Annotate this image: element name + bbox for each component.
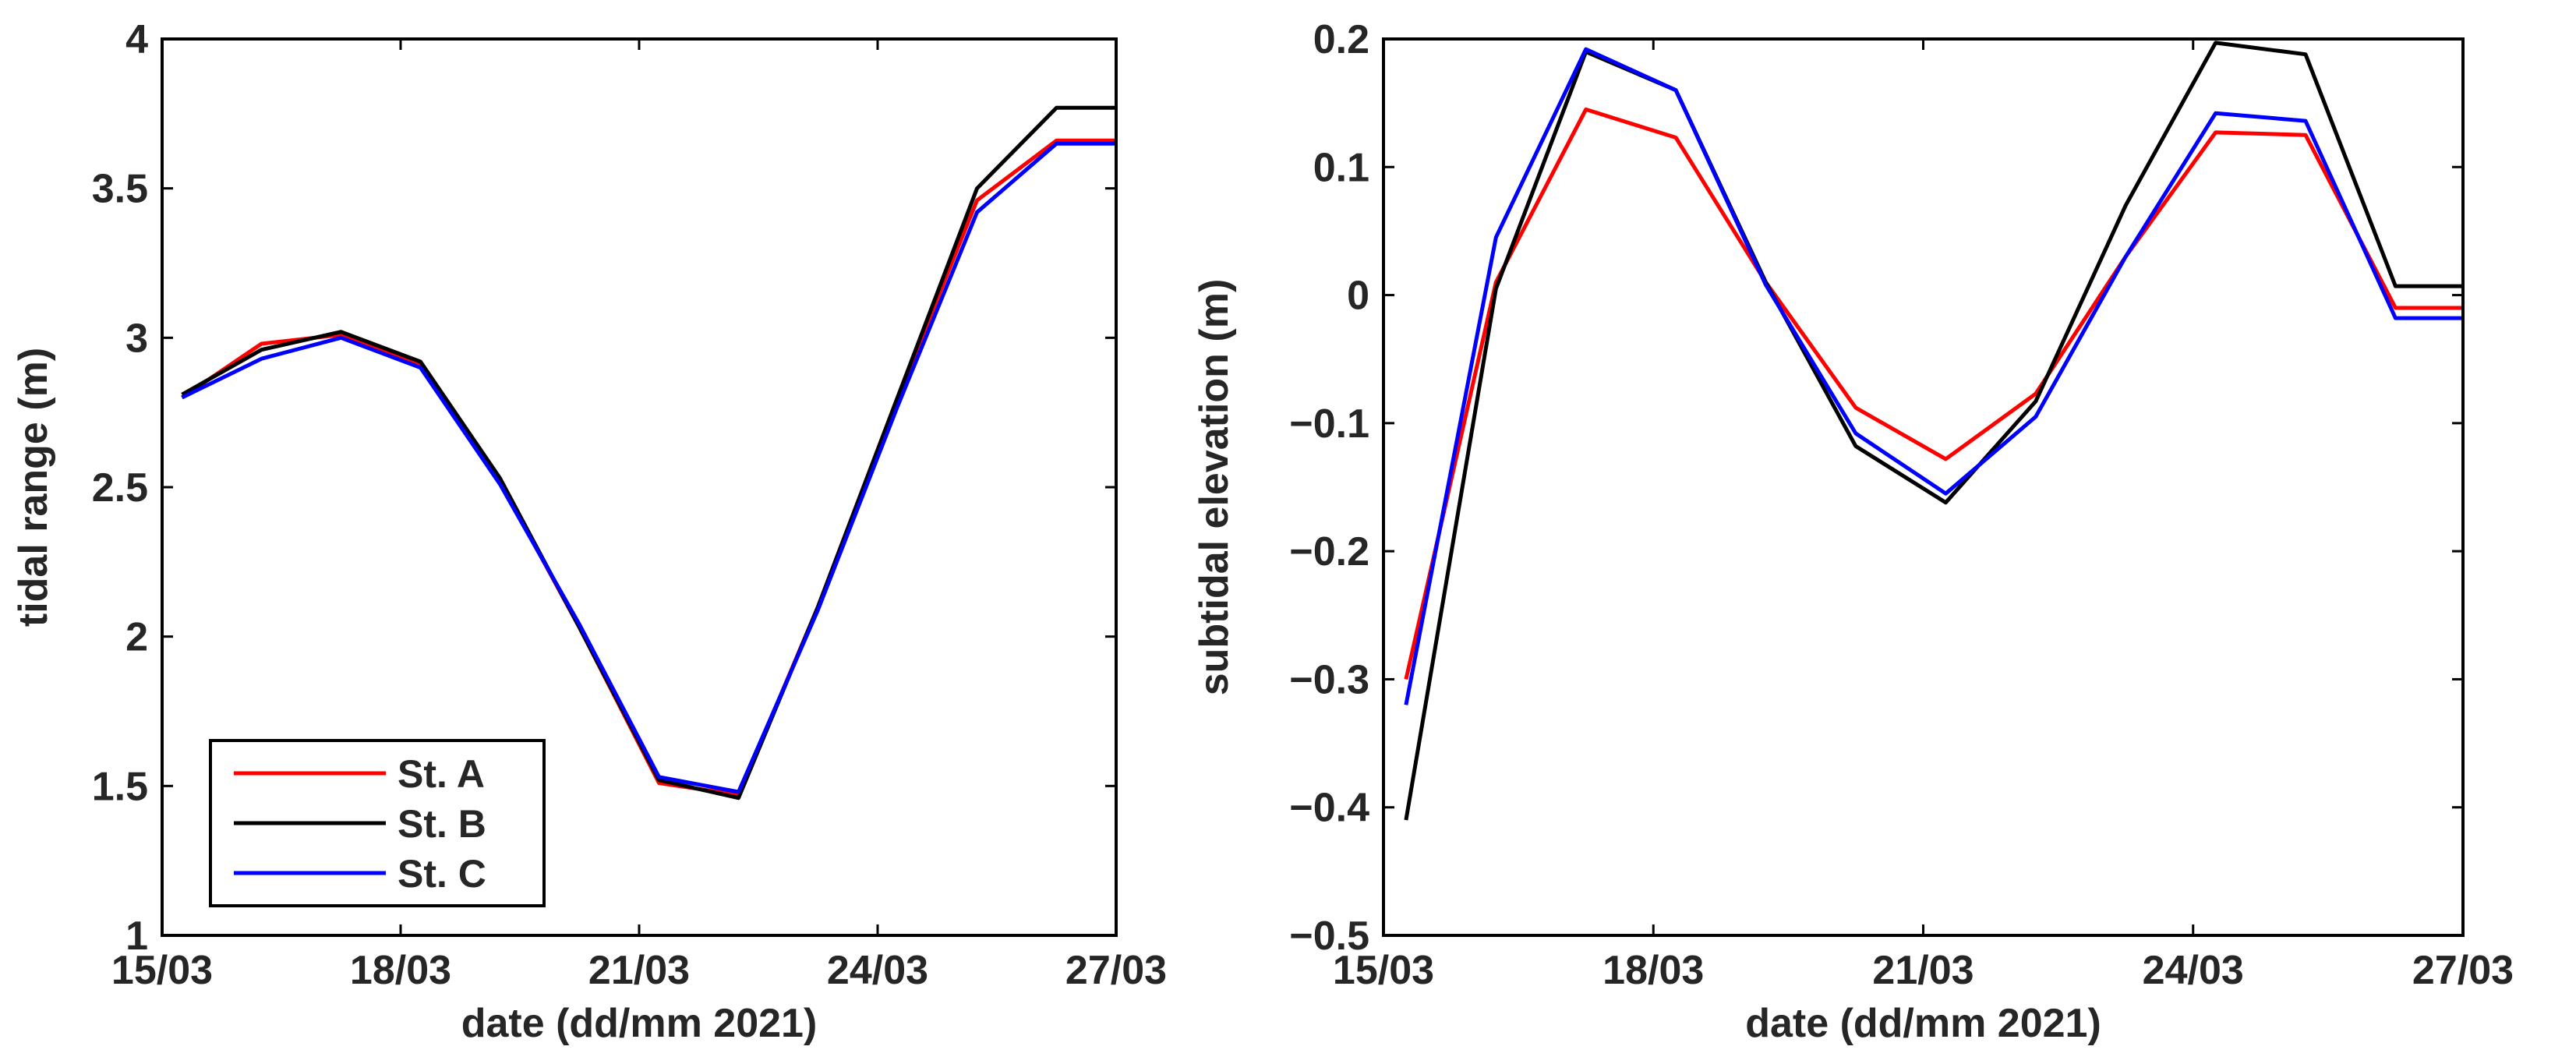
y-axis-label: subtidal elevation (m) xyxy=(1192,279,1237,696)
y-tick-label: 3 xyxy=(125,316,148,361)
series-line-st-c xyxy=(181,141,1116,794)
x-tick-label: 24/03 xyxy=(827,948,928,993)
y-tick-label: −0.1 xyxy=(1289,401,1369,447)
x-tick-label: 24/03 xyxy=(2143,948,2244,993)
x-tick-label: 15/03 xyxy=(1333,948,1434,993)
subtidal-elevation-chart: −0.5 −0.4 −0.3 −0.2 −0.1 0 0.1 0.2 15/03 18/03 21/… xyxy=(1192,17,2514,1046)
y-tick-label: 2.5 xyxy=(92,465,148,511)
y-axis-label: tidal range (m) xyxy=(11,348,56,627)
plot-border xyxy=(161,37,1118,937)
x-tick-label: 21/03 xyxy=(1872,948,1974,993)
x-tick-label: 21/03 xyxy=(588,948,690,993)
series-line-st-c xyxy=(1404,47,2463,705)
legend-label: St. C xyxy=(398,852,486,896)
x-axis-label: date (dd/mm 2021) xyxy=(461,1001,818,1046)
x-tick-label: 18/03 xyxy=(350,948,451,993)
y-tick-label: −0.3 xyxy=(1289,657,1369,702)
y-tick-label: 1.5 xyxy=(92,764,148,809)
y-tick-label: −0.5 xyxy=(1289,914,1369,959)
series-line-st-a xyxy=(181,138,1116,797)
y-tick-label: −0.2 xyxy=(1289,529,1369,574)
y-tick-label: 0.1 xyxy=(1313,145,1369,190)
y-tick-label: 3.5 xyxy=(92,167,148,212)
x-tick-label: 15/03 xyxy=(111,948,213,993)
series-line-st-b xyxy=(181,105,1116,801)
x-tick-label: 27/03 xyxy=(1065,948,1167,993)
y-tick-label: 4 xyxy=(125,17,148,62)
y-tick-label: 0.2 xyxy=(1313,17,1369,62)
series-line-st-a xyxy=(1404,107,2463,680)
x-axis-label: date (dd/mm 2021) xyxy=(1745,1001,2101,1046)
plot-border xyxy=(1382,37,2465,937)
x-tick-label: 18/03 xyxy=(1602,948,1704,993)
x-tick-label: 27/03 xyxy=(2412,948,2514,993)
legend-label: St. B xyxy=(398,802,486,846)
y-tick-label: −0.4 xyxy=(1289,786,1369,831)
tidal-range-chart: 1 1.5 2 2.5 3 3.5 4 15/03 18/03 21/03 24/03 27/03 da… xyxy=(11,17,1167,1046)
legend-label: St. A xyxy=(398,752,485,796)
y-tick-label: 2 xyxy=(125,615,148,660)
y-tick-label: 1 xyxy=(125,914,148,959)
y-tick-label: 0 xyxy=(1347,274,1369,319)
